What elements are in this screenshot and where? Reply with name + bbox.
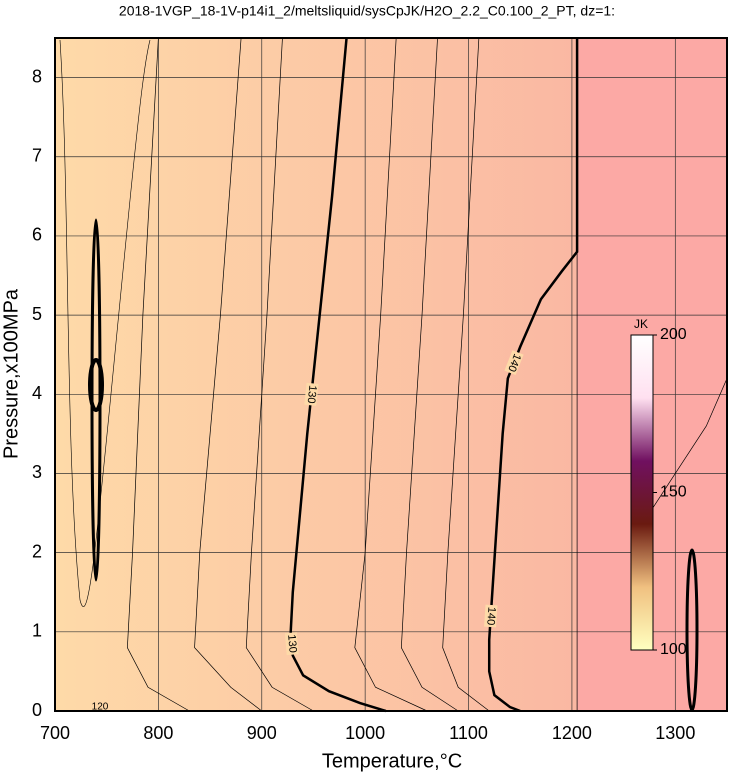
colorbar-tick-label: 100 <box>660 641 687 658</box>
x-tick-label: 1100 <box>449 723 488 743</box>
contour-label: 120 <box>92 702 109 713</box>
colorbar-tick-label: 150 <box>660 484 687 501</box>
frame <box>54 37 728 712</box>
contour-line <box>289 37 387 713</box>
contour-line <box>487 38 579 713</box>
colorbar-tick-label: 200 <box>660 326 687 343</box>
contour-line <box>354 37 428 712</box>
x-tick-label: 800 <box>143 723 173 743</box>
chart-title: 2018-1VGP_18-1V-p14i1_2/meltsliquid/sysC… <box>119 3 615 19</box>
contour-label-bg <box>504 350 524 376</box>
y-tick-label: 2 <box>32 541 42 561</box>
x-tick-label: 1000 <box>345 723 385 743</box>
contour-label: 130 <box>305 385 319 405</box>
y-axis-label: Pressure,x100MPa <box>0 288 22 459</box>
x-tick-label: 1200 <box>552 723 592 743</box>
contour-label-bg <box>284 632 299 656</box>
contour-line <box>442 37 490 712</box>
x-tick-label: 1300 <box>655 723 695 743</box>
noise-blob <box>88 358 104 412</box>
x-tick-label: 900 <box>247 723 277 743</box>
contour-line <box>649 378 728 514</box>
contour-line <box>400 37 459 712</box>
contour-line <box>245 37 314 712</box>
colorbar-label: JK <box>634 317 648 331</box>
contour-label: 140 <box>484 606 497 625</box>
y-tick-label: 1 <box>32 621 42 641</box>
thin-contour <box>59 39 151 607</box>
y-tick-label: 5 <box>32 304 42 324</box>
colorbar <box>630 334 654 651</box>
contour-line <box>194 37 262 712</box>
y-tick-label: 8 <box>32 66 42 86</box>
y-tick-label: 6 <box>32 225 42 245</box>
y-tick-label: 3 <box>32 462 42 482</box>
contour-line <box>127 37 190 712</box>
contour-label-bg <box>484 604 498 628</box>
y-tick-label: 7 <box>32 146 42 166</box>
x-tick-label: 700 <box>40 723 70 743</box>
contour-label: 130 <box>285 634 299 653</box>
y-tick-label: 4 <box>32 383 42 403</box>
x-axis-label: Temperature,°C <box>322 750 462 772</box>
y-tick-label: 0 <box>32 700 42 720</box>
contour-label-bg <box>304 382 319 406</box>
